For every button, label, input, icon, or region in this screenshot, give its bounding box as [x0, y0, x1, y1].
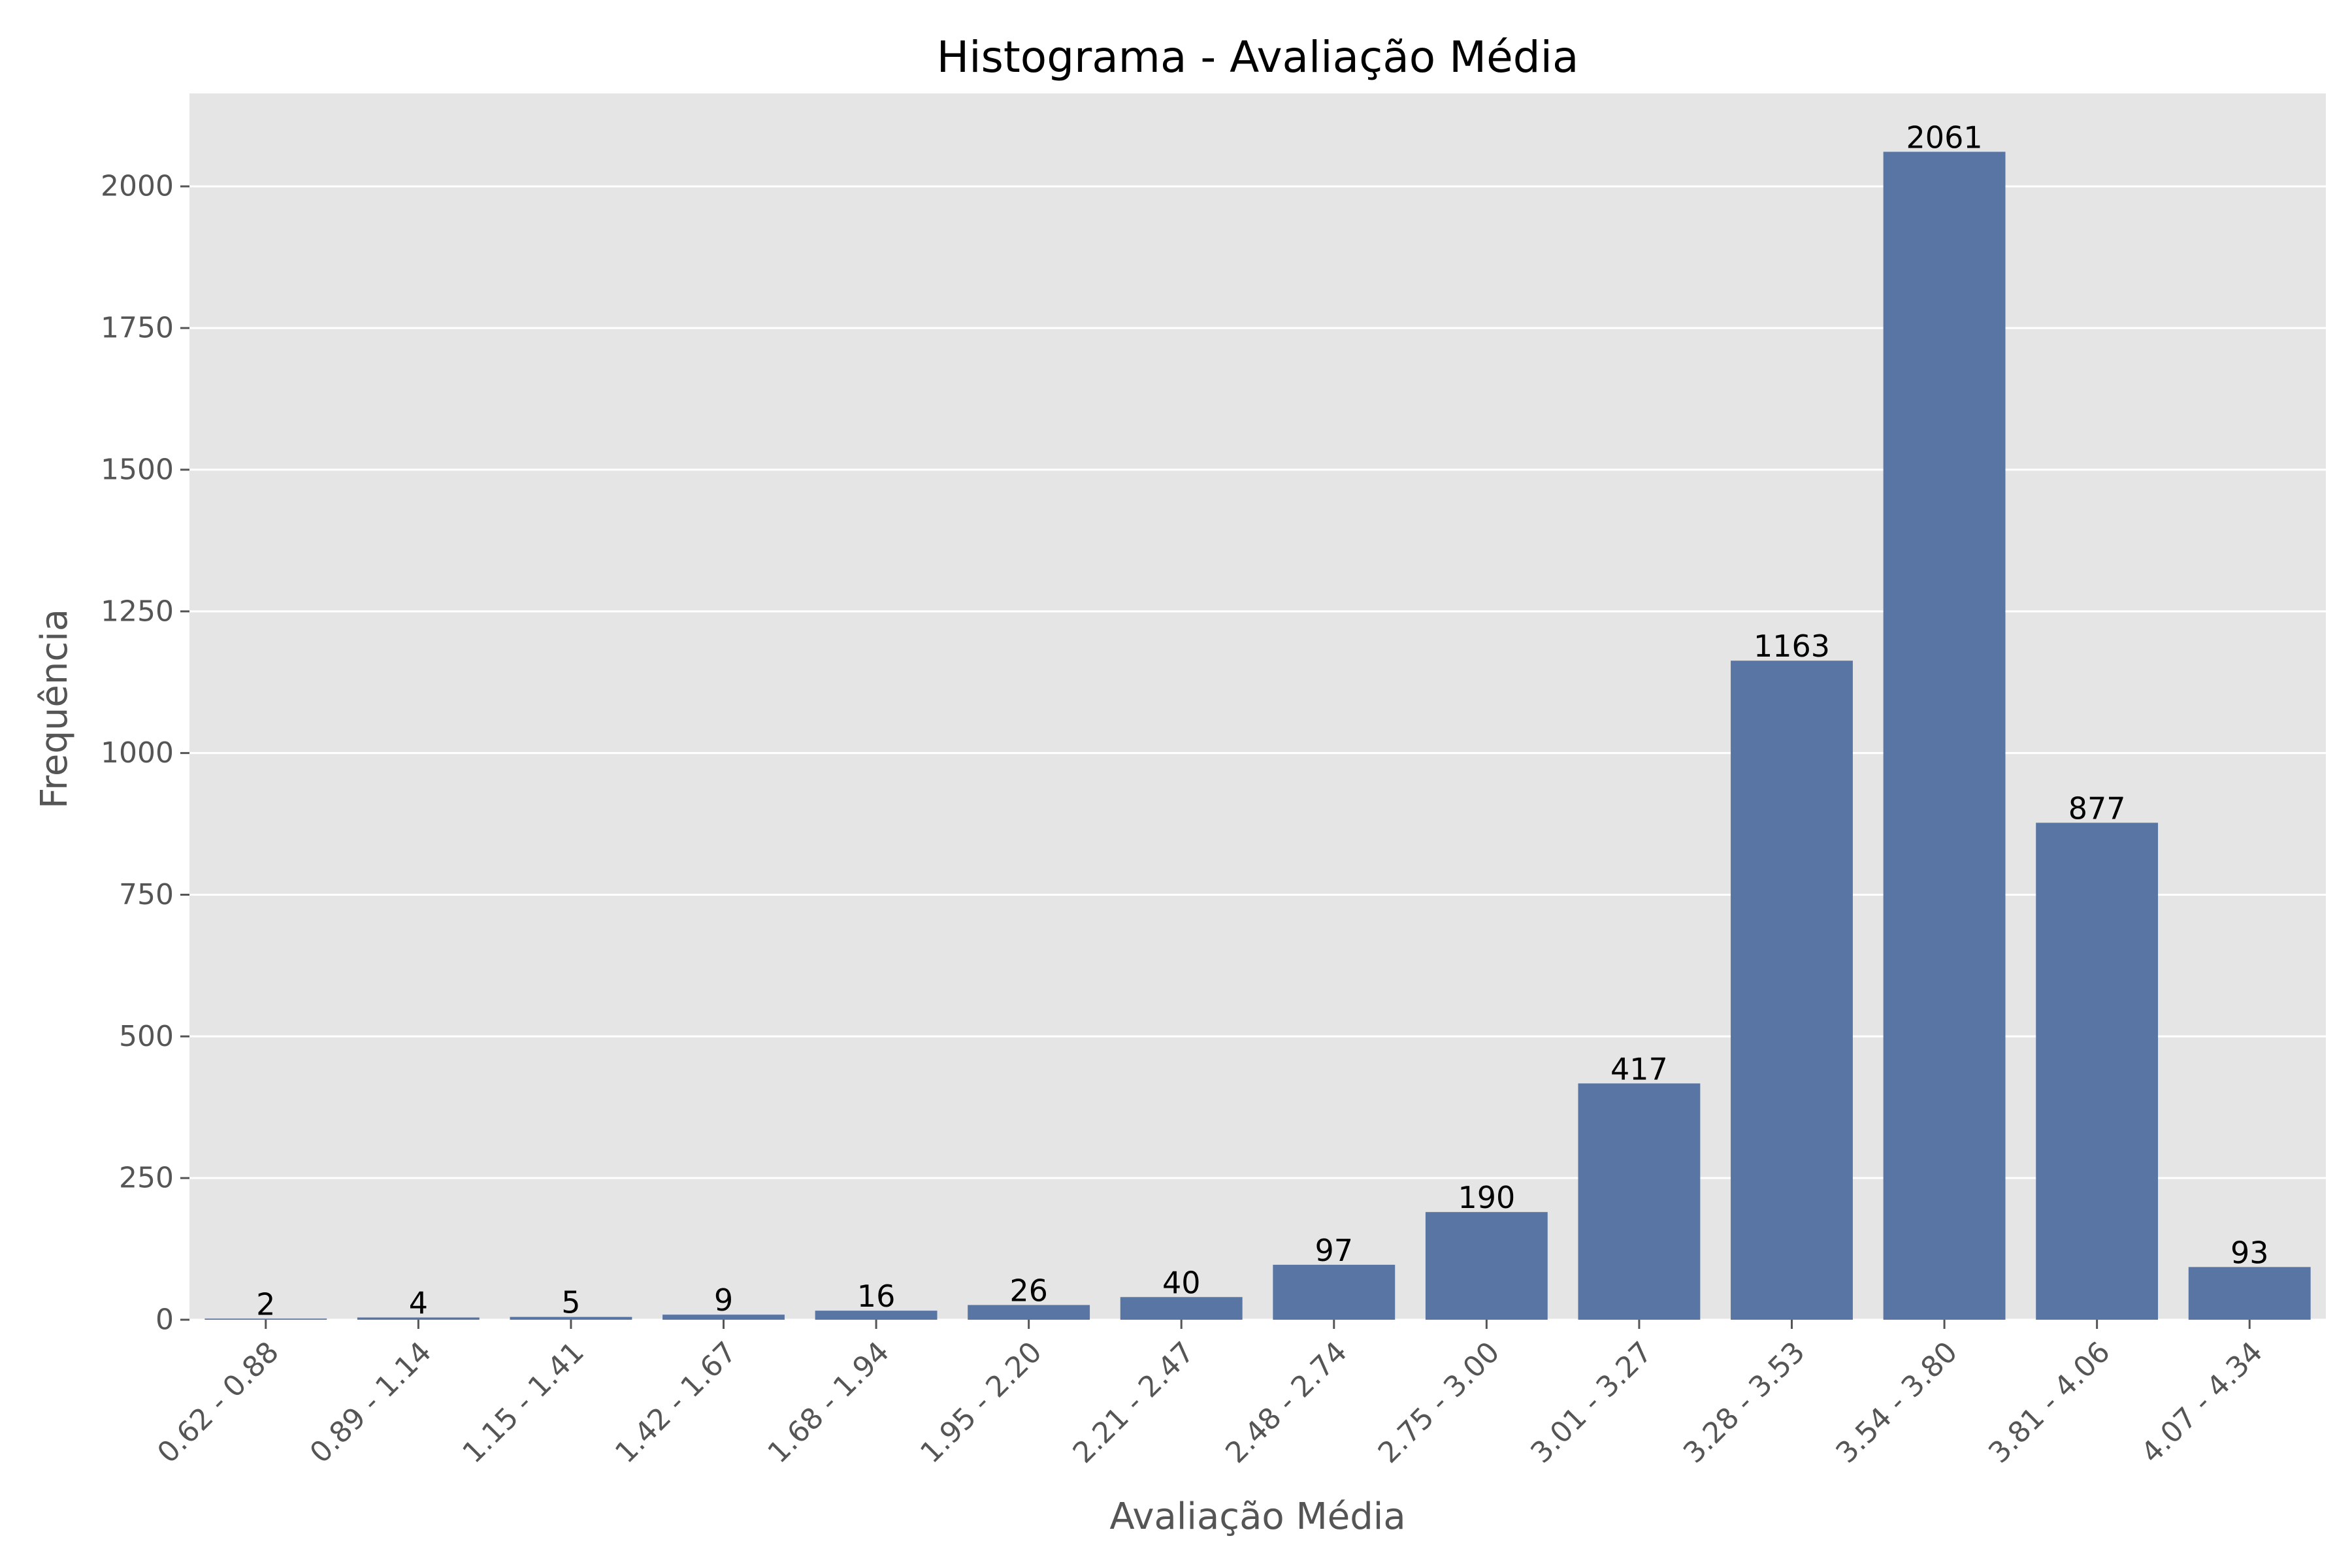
bar — [968, 1305, 1090, 1320]
bar — [1425, 1212, 1548, 1320]
bar-value-label: 190 — [1458, 1180, 1515, 1215]
bar-value-label: 93 — [2230, 1235, 2269, 1270]
bar-value-label: 16 — [857, 1279, 896, 1314]
bar — [1883, 152, 2006, 1320]
bar — [2188, 1267, 2311, 1320]
bar-value-label: 2061 — [1906, 120, 1983, 155]
bar — [2036, 823, 2159, 1320]
bar-value-label: 2 — [256, 1286, 275, 1322]
bar-value-label: 9 — [714, 1282, 733, 1318]
bar — [357, 1317, 480, 1320]
bar-value-label: 877 — [2068, 791, 2126, 826]
bar — [510, 1316, 632, 1320]
bar-value-label: 1163 — [1754, 629, 1830, 664]
bar-value-label: 417 — [1610, 1051, 1668, 1086]
bar — [1273, 1264, 1396, 1320]
y-tick-label: 1750 — [101, 312, 174, 345]
y-tick-label: 250 — [119, 1162, 174, 1195]
bar — [1120, 1297, 1243, 1320]
value-labels: 2 4 5 9 16 26 40 97 190 417 1163 2061 877 93 — [256, 120, 2268, 1322]
bar — [204, 1318, 327, 1320]
x-axis-label: Avaliação Média — [1109, 1495, 1405, 1538]
bar — [662, 1315, 785, 1320]
bar-value-label: 40 — [1162, 1265, 1201, 1300]
y-axis: 0 250 500 750 1000 1250 1500 1750 2000 — [101, 170, 189, 1337]
y-tick-label: 0 — [155, 1303, 174, 1337]
bar-value-label: 26 — [1009, 1273, 1048, 1308]
y-tick-label: 1500 — [101, 453, 174, 486]
bar-value-label: 5 — [561, 1285, 580, 1320]
y-tick-label: 1000 — [101, 736, 174, 770]
y-tick-label: 2000 — [101, 170, 174, 203]
bar — [1578, 1083, 1701, 1320]
bar-value-label: 4 — [409, 1286, 428, 1321]
bars — [204, 152, 2311, 1320]
chart-title: Histograma - Avaliação Média — [937, 32, 1579, 82]
bar — [815, 1311, 938, 1320]
y-tick-label: 1250 — [101, 595, 174, 628]
y-tick-label: 750 — [119, 878, 174, 911]
bar-value-label: 97 — [1315, 1233, 1354, 1268]
y-tick-label: 500 — [119, 1020, 174, 1053]
y-axis-label: Frequência — [33, 609, 76, 809]
bar — [1731, 661, 1853, 1320]
